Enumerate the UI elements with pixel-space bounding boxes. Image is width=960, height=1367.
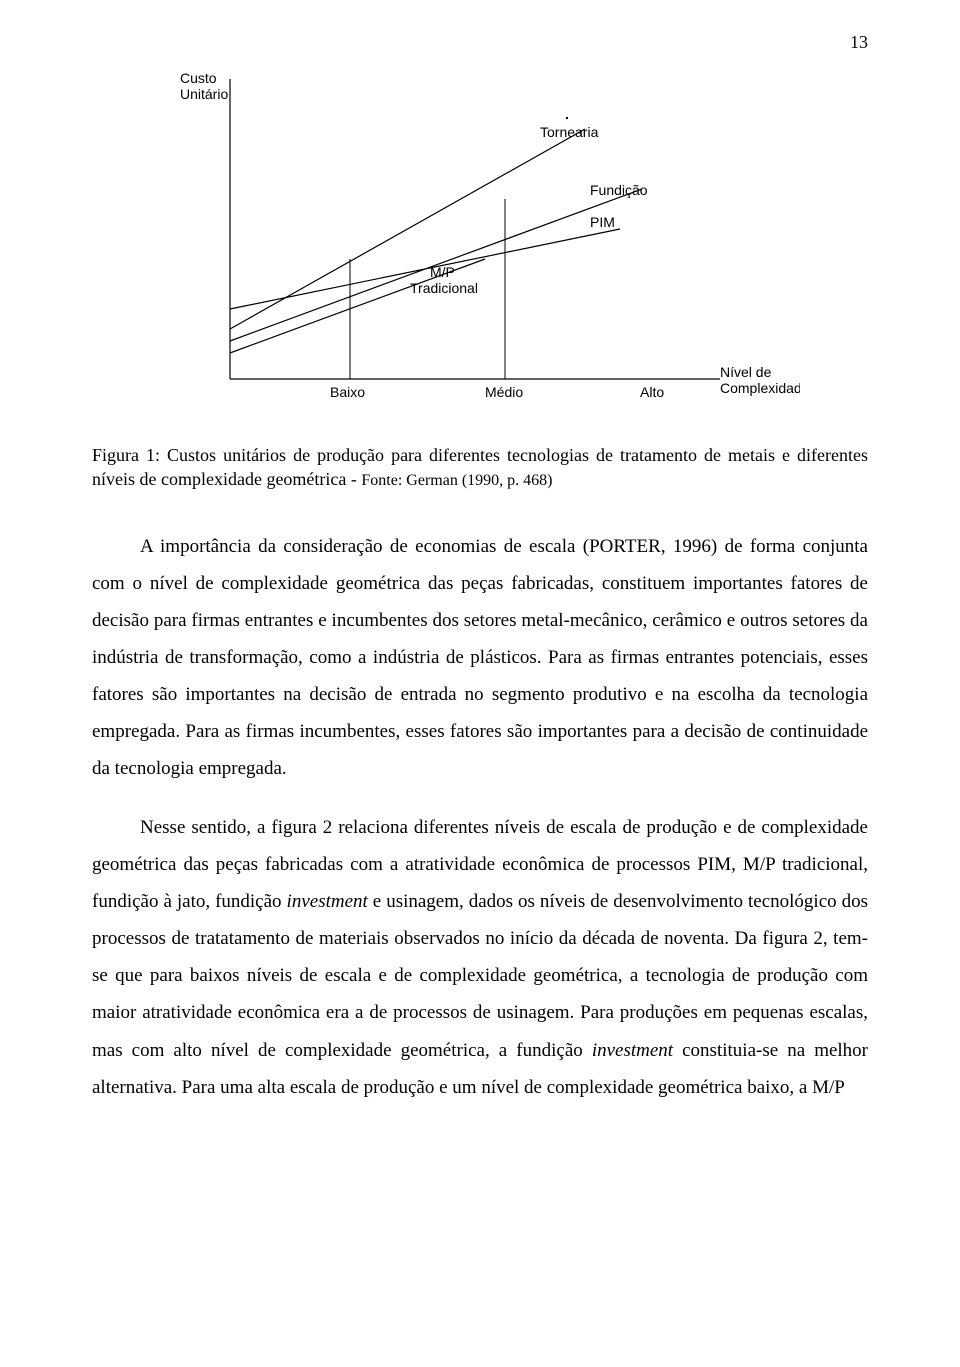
series-label-mp-l2: Tradicional (410, 280, 478, 296)
figure-caption: Figura 1: Custos unitários de produção p… (92, 443, 868, 492)
paragraph-1-text: A importância da consideração de economi… (92, 536, 868, 779)
paragraph-1: A importância da consideração de economi… (92, 528, 868, 787)
figure-1: Custo Unitário Baixo Médio Alto Nível de… (92, 59, 868, 429)
y-axis-label-line1: Custo (180, 70, 217, 86)
chart-svg: Custo Unitário Baixo Médio Alto Nível de… (160, 59, 800, 429)
series-label-pim: PIM (590, 214, 615, 230)
paragraph-2: Nesse sentido, a figura 2 relaciona dife… (92, 809, 868, 1105)
y-axis-label-line2: Unitário (180, 86, 228, 102)
x-tick-high: Alto (640, 384, 664, 400)
figure-caption-source: Fonte: German (1990, p. 468) (361, 472, 552, 489)
series-label-fundicao: Fundição (590, 182, 648, 198)
x-tick-low: Baixo (330, 384, 365, 400)
x-tick-mid: Médio (485, 384, 523, 400)
dot-icon (566, 117, 568, 119)
page-number: 13 (92, 32, 868, 53)
series-line-pim (230, 229, 620, 309)
page: 13 Custo Unitário Baixo Médio Alto Nível… (0, 0, 960, 1168)
series-line-tornearia (230, 129, 585, 329)
series-label-mp-l1: M/P (430, 264, 455, 280)
x-axis-label-line1: Nível de (720, 364, 772, 380)
x-axis-label-line2: Complexidade (720, 380, 800, 396)
paragraph-2-italic-a: investment (287, 891, 368, 912)
series-label-tornearia: Tornearia (540, 124, 599, 140)
paragraph-2-text-b: e usinagem, dados os níveis de desenvolv… (92, 891, 868, 1060)
paragraph-2-italic-b: investment (592, 1040, 673, 1061)
